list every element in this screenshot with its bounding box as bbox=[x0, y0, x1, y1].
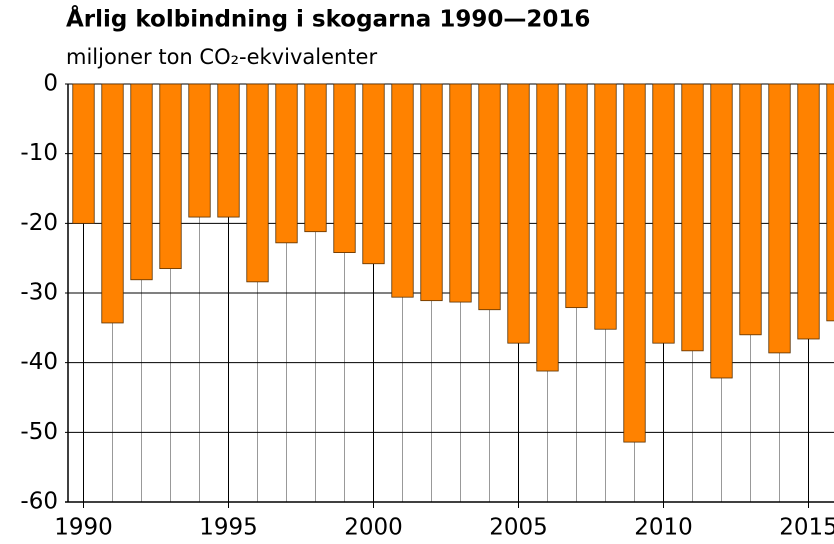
bar bbox=[304, 83, 327, 233]
bar bbox=[652, 83, 675, 344]
y-tick-label: -30 bbox=[20, 280, 58, 306]
bar bbox=[391, 83, 414, 298]
bar bbox=[159, 83, 182, 270]
bar bbox=[507, 83, 530, 344]
bar bbox=[217, 83, 240, 218]
x-tick-label: 2010 bbox=[634, 515, 693, 541]
chart-title: Årlig kolbindning i skogarna 1990—2016 bbox=[66, 5, 590, 33]
bar bbox=[333, 83, 356, 253]
bar bbox=[188, 83, 211, 218]
x-tick-label: 1995 bbox=[199, 515, 258, 541]
bar bbox=[739, 83, 762, 336]
y-tick-label: -60 bbox=[20, 489, 58, 515]
bar bbox=[826, 83, 834, 322]
x-tick-label: 2015 bbox=[779, 515, 834, 541]
bar bbox=[623, 83, 646, 443]
bar bbox=[130, 83, 153, 281]
bar bbox=[536, 83, 559, 372]
chart-subtitle: miljoner ton CO₂-ekvivalenter bbox=[66, 45, 377, 69]
x-tick-label: 1990 bbox=[54, 515, 113, 541]
y-tick-label: -50 bbox=[20, 419, 58, 445]
bar bbox=[478, 83, 501, 311]
x-tick-label: 2000 bbox=[344, 515, 403, 541]
y-tick-label: 0 bbox=[43, 71, 58, 97]
bar bbox=[420, 83, 443, 302]
bar bbox=[594, 83, 617, 330]
bar bbox=[681, 83, 704, 352]
y-tick-label: -20 bbox=[20, 210, 58, 236]
x-tick-label: 2005 bbox=[489, 515, 548, 541]
bar bbox=[565, 83, 588, 309]
bar bbox=[768, 83, 791, 354]
bar bbox=[246, 83, 269, 283]
bar bbox=[362, 83, 385, 265]
bar bbox=[275, 83, 298, 244]
y-tick-label: -10 bbox=[20, 140, 58, 166]
bar bbox=[797, 83, 820, 340]
y-tick-label: -40 bbox=[20, 349, 58, 375]
bar bbox=[72, 83, 95, 224]
bar bbox=[101, 83, 124, 324]
bar bbox=[710, 83, 733, 379]
bar bbox=[449, 83, 472, 303]
